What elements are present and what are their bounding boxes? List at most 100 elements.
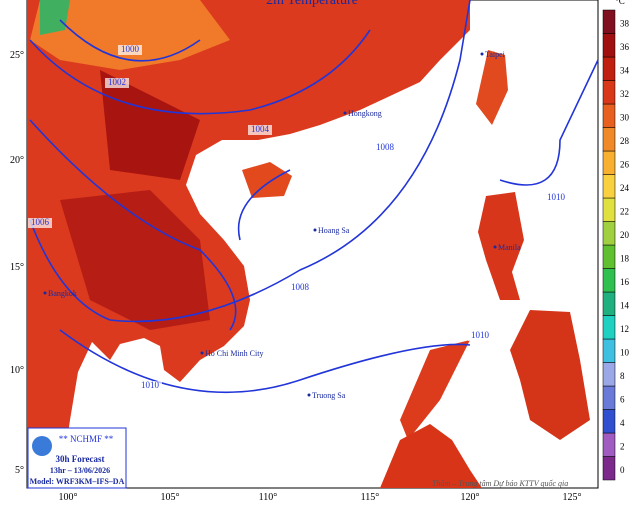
isobar — [29, 119, 237, 331]
place-dot — [480, 52, 484, 56]
unit: °C — [615, 0, 625, 6]
isobar-label-bg — [28, 218, 52, 228]
isobar-label-bg — [373, 143, 397, 153]
colorbar-cell — [602, 33, 616, 58]
colorbar-cell — [602, 385, 616, 410]
colorbar-cell — [602, 244, 616, 269]
place-dot — [493, 245, 497, 249]
isobar-label-bg — [118, 45, 142, 55]
colorbar-label: 2 — [620, 441, 625, 451]
isobar-label-bg — [288, 283, 312, 293]
forecast: 30h Forecast — [55, 454, 104, 464]
info-box: ** NCHMF ** 30h Forecast 13hr – 13/06/20… — [27, 427, 127, 489]
lat-label: 20° — [10, 155, 24, 166]
isobar — [29, 0, 471, 323]
isobar-label: 1006 — [31, 217, 50, 227]
colorbar-label: 34 — [620, 65, 630, 75]
isobar-label-bg — [468, 331, 492, 341]
isobar-label: 1010 — [547, 192, 566, 202]
place-dot — [307, 393, 311, 397]
colorbar-label: 4 — [620, 418, 625, 428]
hot-zone — [60, 190, 210, 330]
isobar — [59, 19, 201, 62]
agency: ** NCHMF ** — [59, 434, 114, 444]
lon-label: 120° — [461, 492, 480, 503]
colorbar-cell — [602, 315, 616, 340]
colorbar-label: 10 — [620, 347, 630, 357]
colorbar-cell — [602, 268, 616, 293]
isobar-label: 1010 — [471, 330, 490, 340]
colorbar-label: 14 — [620, 300, 630, 310]
borneo — [380, 424, 482, 488]
isobar — [499, 59, 599, 186]
isobar-label-bg — [105, 78, 129, 88]
lat-label: 15° — [10, 262, 24, 273]
lon-label: 110° — [259, 492, 278, 503]
place-label: Hoang Sa — [318, 226, 350, 235]
colorbar-cell — [602, 103, 616, 128]
colorbar-label: 28 — [620, 136, 630, 146]
colorbar-cell — [602, 362, 616, 387]
colorbar-cell — [602, 80, 616, 105]
colorbar-label: 16 — [620, 277, 630, 287]
palawan — [400, 340, 470, 440]
colorbar-label: 12 — [620, 324, 629, 334]
lon-label: 100° — [59, 492, 78, 503]
place-dot — [343, 111, 347, 115]
time: 13hr – 13/06/2026 — [50, 466, 110, 475]
colorbar-label: 38 — [620, 18, 630, 28]
colorbar-label: 24 — [620, 183, 630, 193]
isobar — [237, 169, 291, 241]
place-label: Taipei — [485, 50, 506, 59]
isobar-label: 1000 — [121, 44, 140, 54]
place-label: Truong Sa — [312, 391, 346, 400]
place-label: Bangkok — [48, 289, 77, 298]
colorbar-cell — [602, 56, 616, 81]
hainan — [242, 162, 292, 198]
model: Model: WRF3KM–IFS–DA — [30, 477, 125, 486]
colorbar-cell — [602, 338, 616, 363]
isobar — [59, 329, 471, 394]
isobar — [29, 29, 371, 115]
visayas-mindanao — [510, 310, 590, 440]
lon-label: 125° — [563, 492, 582, 503]
place-label: Hongkong — [348, 109, 382, 118]
colorbar-cell — [602, 9, 616, 34]
colorbar-cell — [602, 456, 616, 481]
isobar-label: 1010 — [141, 380, 160, 390]
taiwan — [476, 50, 508, 125]
place-dot — [43, 291, 47, 295]
luzon — [478, 192, 524, 300]
place-dot — [313, 228, 317, 232]
colorbar-label: 20 — [620, 230, 630, 240]
place-label: Manila — [498, 243, 521, 252]
cool-zone — [40, 0, 70, 35]
place-dot — [200, 351, 204, 355]
hot-zone — [100, 70, 200, 180]
isobar-label: 1008 — [376, 142, 395, 152]
isobar-label: 1008 — [291, 282, 310, 292]
place-label: Ho Chi Minh City — [205, 349, 263, 358]
lat-label: 5° — [15, 465, 24, 476]
lat-label: 10° — [10, 365, 24, 376]
colorbar-label: 26 — [620, 159, 630, 169]
colorbar-label: 30 — [620, 112, 630, 122]
colorbar-cell — [602, 409, 616, 434]
colorbar-label: 32 — [620, 89, 629, 99]
colorbar-cell — [602, 291, 616, 316]
isobar-label: 1002 — [108, 77, 126, 87]
colorbar-cell — [602, 127, 616, 152]
colorbar-cell — [602, 432, 616, 457]
colorbar-label: 22 — [620, 206, 629, 216]
colorbar-cell — [602, 174, 616, 199]
colorbar-label: 36 — [620, 42, 630, 52]
isobar-label-bg — [138, 381, 162, 391]
isobar-label-bg — [248, 125, 272, 135]
isobar-label-bg — [544, 193, 568, 203]
colorbar-label: 8 — [620, 371, 625, 381]
lon-label: 105° — [161, 492, 180, 503]
colorbar-cell — [602, 150, 616, 175]
lon-label: 115° — [361, 492, 380, 503]
isobars — [29, 0, 599, 394]
